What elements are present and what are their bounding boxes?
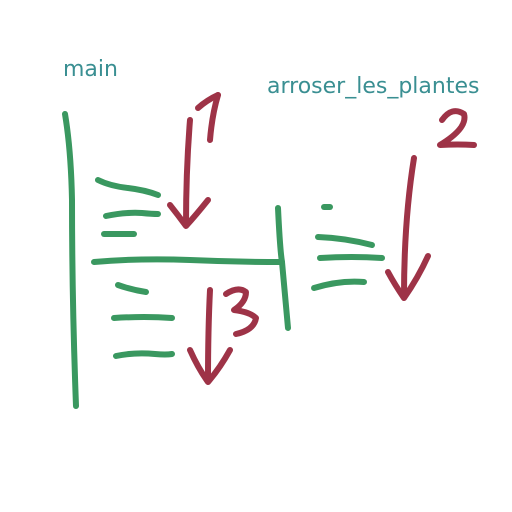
call-line — [91, 256, 285, 265]
main-code-lines-top — [95, 177, 161, 237]
main-code-lines-bottom — [111, 282, 175, 359]
arrow-step-2 — [385, 155, 431, 301]
arrow-1-head — [167, 197, 211, 229]
function-vertical-line — [275, 205, 291, 331]
step-number-2 — [437, 108, 477, 148]
arrow-step-1 — [167, 117, 211, 229]
step-number-3 — [223, 286, 259, 337]
arrow-3-shaft — [205, 287, 213, 383]
main-vertical-line — [62, 111, 79, 409]
main-label: main — [63, 57, 118, 82]
arrow-2-shaft — [401, 155, 417, 299]
step-number-1 — [195, 92, 221, 143]
arrow-1-shaft — [183, 117, 193, 228]
arrow-2-head — [385, 253, 431, 301]
function-code-lines — [311, 203, 385, 291]
arrow-step-3 — [187, 287, 233, 385]
arrow-3-head — [187, 347, 233, 385]
function-label: arroser_les_plantes — [267, 74, 480, 99]
